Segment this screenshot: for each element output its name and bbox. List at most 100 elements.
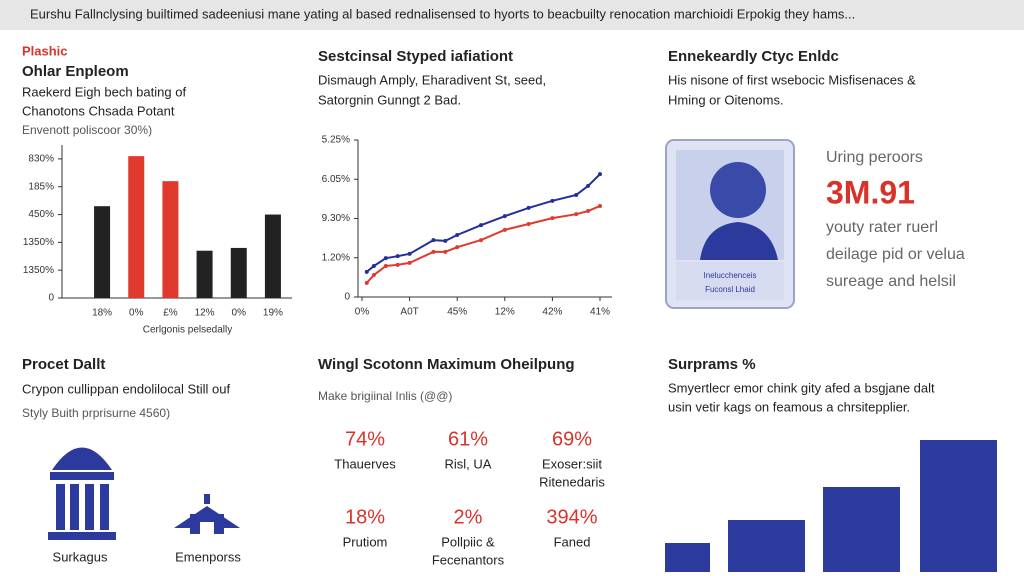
card-text: Fuconsl Lhaid [705, 285, 755, 294]
bar [665, 543, 710, 572]
point [364, 280, 369, 285]
bar [230, 247, 247, 298]
point [550, 216, 555, 221]
stat-value: 61% [448, 428, 488, 450]
point [383, 256, 388, 261]
stat-value: 74% [345, 428, 385, 450]
y-tick-label: 6.05% [322, 174, 350, 185]
panel-title: Ohlar Enpleom [22, 63, 129, 80]
x-tick-label: 41% [590, 307, 610, 318]
x-tick-label: 12% [495, 307, 515, 318]
point [395, 262, 400, 267]
y-tick-label: 5.25% [322, 135, 350, 146]
point [443, 249, 448, 254]
point [526, 205, 531, 210]
point [502, 227, 507, 232]
stat-label: Fecenantors [432, 552, 505, 567]
point [550, 198, 555, 203]
y-tick-label: 450% [28, 209, 54, 220]
stat-label: Ritenedaris [539, 474, 605, 489]
panel-tag: Plashic [22, 43, 68, 58]
stat-label: Prutiom [343, 534, 388, 549]
point [502, 214, 507, 219]
point [431, 238, 436, 243]
stat-value: 18% [345, 506, 385, 528]
y-tick-label: 185% [28, 181, 54, 192]
panel-text: Raekerd Eigh bech bating of [22, 84, 186, 99]
point [586, 183, 591, 188]
point [364, 269, 369, 274]
stat-label: Uring peroors [826, 149, 923, 166]
point [371, 273, 376, 278]
x-tick-label: 18% [92, 308, 112, 319]
point [479, 238, 483, 243]
x-tick-label: 0% [232, 308, 247, 319]
point [586, 209, 591, 214]
icon-label: Emenporss [175, 549, 241, 564]
y-tick-label: 1.20% [322, 252, 350, 263]
y-tick-label: 0 [48, 293, 54, 304]
y-tick-label: 0 [344, 292, 350, 303]
line [366, 173, 601, 273]
building-icon [48, 447, 116, 540]
stat-label: Pollpiic & [441, 534, 495, 549]
icon-label: Surkagus [53, 549, 108, 564]
x-tick-label: 19% [263, 308, 283, 319]
stat-label: Thauerves [334, 456, 396, 471]
panel-note: Make brigiinal Inlis (@@) [318, 389, 452, 403]
y-tick-label: 9.30% [322, 213, 350, 224]
panel-title: Wingl Scotonn Maximum Oheilpung [318, 356, 575, 373]
x-tick-label: 45% [447, 307, 467, 318]
stat-label: Faned [554, 534, 591, 549]
y-tick-label: 1350% [23, 265, 54, 276]
stat-value: 69% [552, 428, 592, 450]
point [598, 172, 602, 177]
panel-title: Ennekeardly Ctyc Enldc [668, 48, 839, 65]
panel-text: Chanotons Chsada Potant [22, 103, 175, 118]
x-tick-label: 0% [355, 307, 370, 318]
panel-text: Crypon cullippan endolilocal Still ouf [22, 381, 231, 396]
stat-value: 394% [546, 506, 597, 528]
bar [728, 520, 805, 572]
stat-value: 2% [454, 506, 483, 528]
point [574, 212, 579, 217]
stat-value: 3M.91 [826, 174, 915, 210]
stat-text: deilage pid or velua [826, 246, 965, 263]
point [407, 251, 412, 256]
bar [94, 206, 111, 298]
point [598, 203, 602, 208]
bar [162, 181, 179, 298]
point [383, 263, 388, 268]
panel-text: Smyertlecr emor chink gity afed a bsgjan… [668, 380, 935, 395]
bar [264, 214, 281, 298]
header-title: Eurshu Fallnclysing builtimed sadeeniusi… [30, 6, 855, 21]
x-axis-label: Cerlgonis pelsedally [143, 325, 233, 336]
panel-text: usin vetir kags on feamous a chrsiteppli… [668, 399, 910, 414]
tent-icon [174, 494, 240, 534]
x-tick-label: 12% [195, 308, 215, 319]
stat-label: Exoser:siit [542, 456, 602, 471]
panel-text: Hming or Oitenoms. [668, 92, 784, 107]
panel-text: Dismaugh Amply, Eharadivent St, seed, [318, 72, 546, 87]
point [443, 238, 448, 243]
point [455, 245, 460, 250]
panel-title: Surprams % [668, 356, 756, 373]
x-tick-label: 42% [542, 307, 562, 318]
x-tick-label: 0% [129, 308, 144, 319]
header-bar [0, 0, 1024, 30]
y-tick-label: 1350% [23, 237, 54, 248]
panel-text: Satorgnin Gunngt 2 Bad. [318, 92, 461, 107]
panel-title: Sestcinsal Styped iafiationt [318, 48, 513, 65]
panel-title: Procet Dallt [22, 356, 105, 373]
profile-card [665, 139, 795, 309]
bar [196, 250, 213, 298]
x-tick-label: £% [163, 308, 178, 319]
x-tick-label: A0T [400, 307, 418, 318]
panel-note: Styly Buith prprisurne 4560) [22, 406, 170, 420]
point [371, 263, 376, 268]
bar [920, 440, 997, 572]
stat-text: youty rater ruerl [826, 219, 938, 236]
point [479, 223, 483, 228]
stats-grid: 74% Thauerves 61% Risl, UA 69% Exoser:siit Rit… [334, 428, 605, 567]
